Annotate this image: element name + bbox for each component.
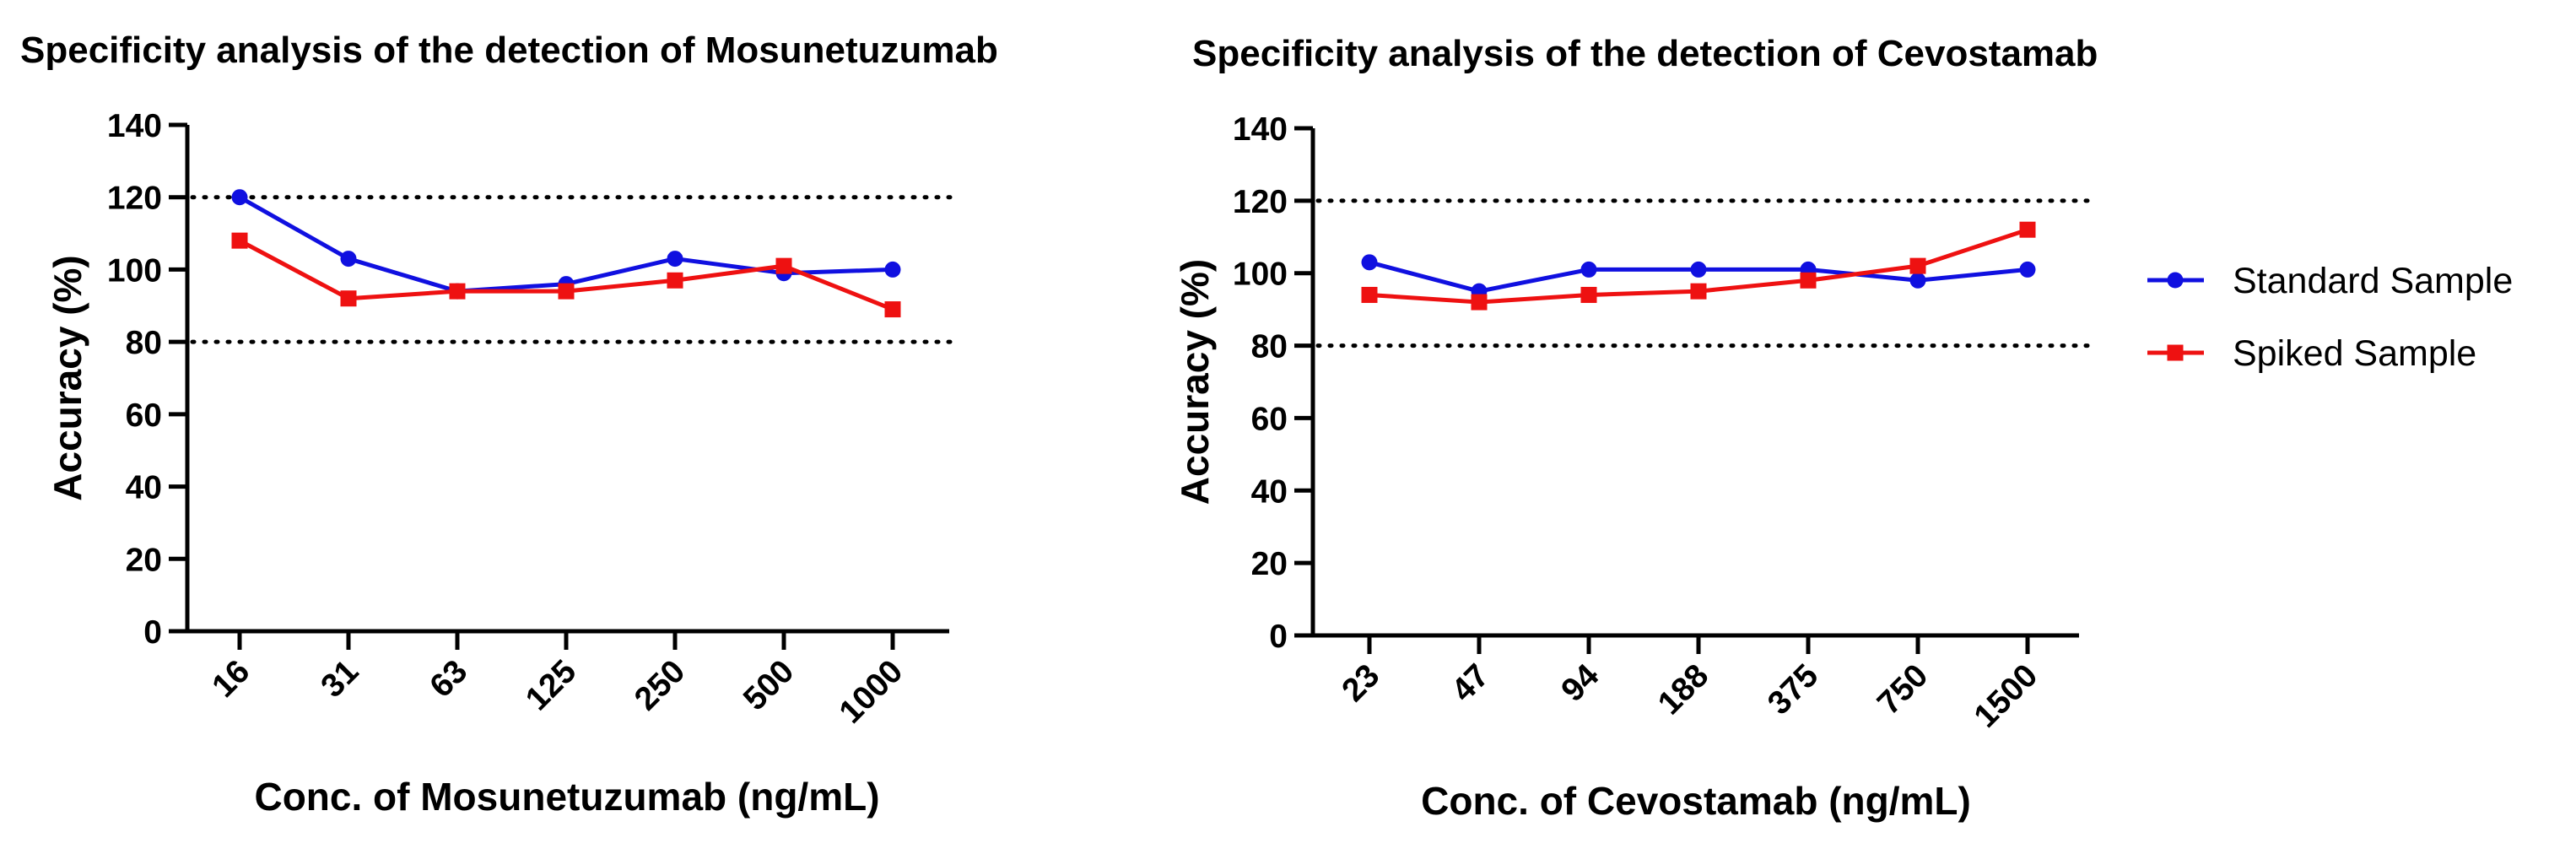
- data-point-standard: [1690, 261, 1707, 278]
- data-point-standard: [667, 251, 683, 268]
- data-point-spiked: [1690, 283, 1707, 300]
- x-tick-label: 63: [423, 653, 474, 705]
- y-tick-label: 20: [1251, 546, 1288, 582]
- data-point-spiked: [884, 301, 901, 318]
- data-point-standard: [340, 251, 357, 268]
- x-tick-label: 16: [205, 653, 257, 705]
- y-tick-label: 120: [107, 181, 162, 217]
- x-tick-label: 375: [1761, 657, 1825, 722]
- x-tick-label: 500: [737, 653, 801, 717]
- x-axis-title: Conc. of Mosunetuzumab (ng/mL): [254, 775, 879, 819]
- data-point-spiked: [1909, 257, 1926, 274]
- y-axis-title: Accuracy (%): [46, 255, 89, 500]
- legend-label: Spiked Sample: [2233, 333, 2476, 374]
- data-point-standard: [2019, 261, 2036, 278]
- y-tick-label: 140: [1233, 111, 1288, 148]
- chart-2: Specificity analysis of the detection of…: [1173, 33, 2098, 823]
- data-point-standard: [231, 189, 248, 206]
- y-tick-label: 0: [1269, 619, 1288, 655]
- x-tick-label: 1500: [1968, 657, 2045, 735]
- legend: Standard Sample Spiked Sample: [2147, 261, 2513, 374]
- y-tick-label: 20: [126, 542, 162, 578]
- y-tick-label: 40: [1251, 473, 1288, 510]
- data-point-spiked: [231, 232, 248, 249]
- data-point-spiked: [775, 257, 792, 274]
- y-tick-label: 60: [1251, 401, 1288, 437]
- x-tick-label: 750: [1871, 657, 1935, 722]
- chart-title: Specificity analysis of the detection of…: [20, 30, 998, 71]
- x-tick-label: 250: [628, 653, 692, 717]
- x-tick-label: 125: [519, 653, 583, 717]
- y-tick-label: 80: [1251, 329, 1288, 365]
- data-point-spiked: [1800, 272, 1817, 289]
- data-point-spiked: [667, 272, 683, 289]
- data-point-standard: [884, 261, 901, 278]
- y-tick-label: 80: [126, 325, 162, 361]
- x-axis-title: Conc. of Cevostamab (ng/mL): [1421, 779, 1971, 823]
- data-point-spiked: [558, 283, 575, 300]
- x-tick-label: 188: [1651, 657, 1715, 722]
- y-tick-label: 120: [1233, 184, 1288, 220]
- legend-marker-square: [2167, 344, 2184, 361]
- data-point-spiked: [1580, 286, 1597, 303]
- y-axis-title: Accuracy (%): [1173, 259, 1217, 505]
- x-tick-label: 1000: [833, 653, 910, 731]
- legend-label: Standard Sample: [2233, 261, 2513, 301]
- y-tick-label: 60: [126, 397, 162, 434]
- data-point-spiked: [449, 283, 466, 300]
- data-point-spiked: [2019, 221, 2036, 238]
- x-tick-label: 94: [1554, 657, 1606, 709]
- y-tick-label: 40: [126, 470, 162, 506]
- x-tick-label: 23: [1335, 657, 1386, 709]
- data-point-standard: [1909, 272, 1926, 289]
- data-point-standard: [1580, 261, 1597, 278]
- data-point-standard: [1361, 254, 1378, 271]
- data-point-spiked: [340, 290, 357, 307]
- y-tick-label: 100: [1233, 257, 1288, 293]
- x-tick-label: 31: [314, 653, 365, 705]
- data-point-spiked: [1361, 286, 1378, 303]
- y-tick-label: 100: [107, 252, 162, 289]
- chart-1: Specificity analysis of the detection of…: [20, 30, 998, 819]
- y-tick-label: 140: [107, 108, 162, 144]
- data-point-spiked: [1471, 294, 1488, 311]
- x-tick-label: 47: [1445, 657, 1496, 709]
- chart-title: Specificity analysis of the detection of…: [1192, 33, 2098, 74]
- y-tick-label: 0: [143, 614, 162, 651]
- legend-marker-circle: [2167, 272, 2184, 289]
